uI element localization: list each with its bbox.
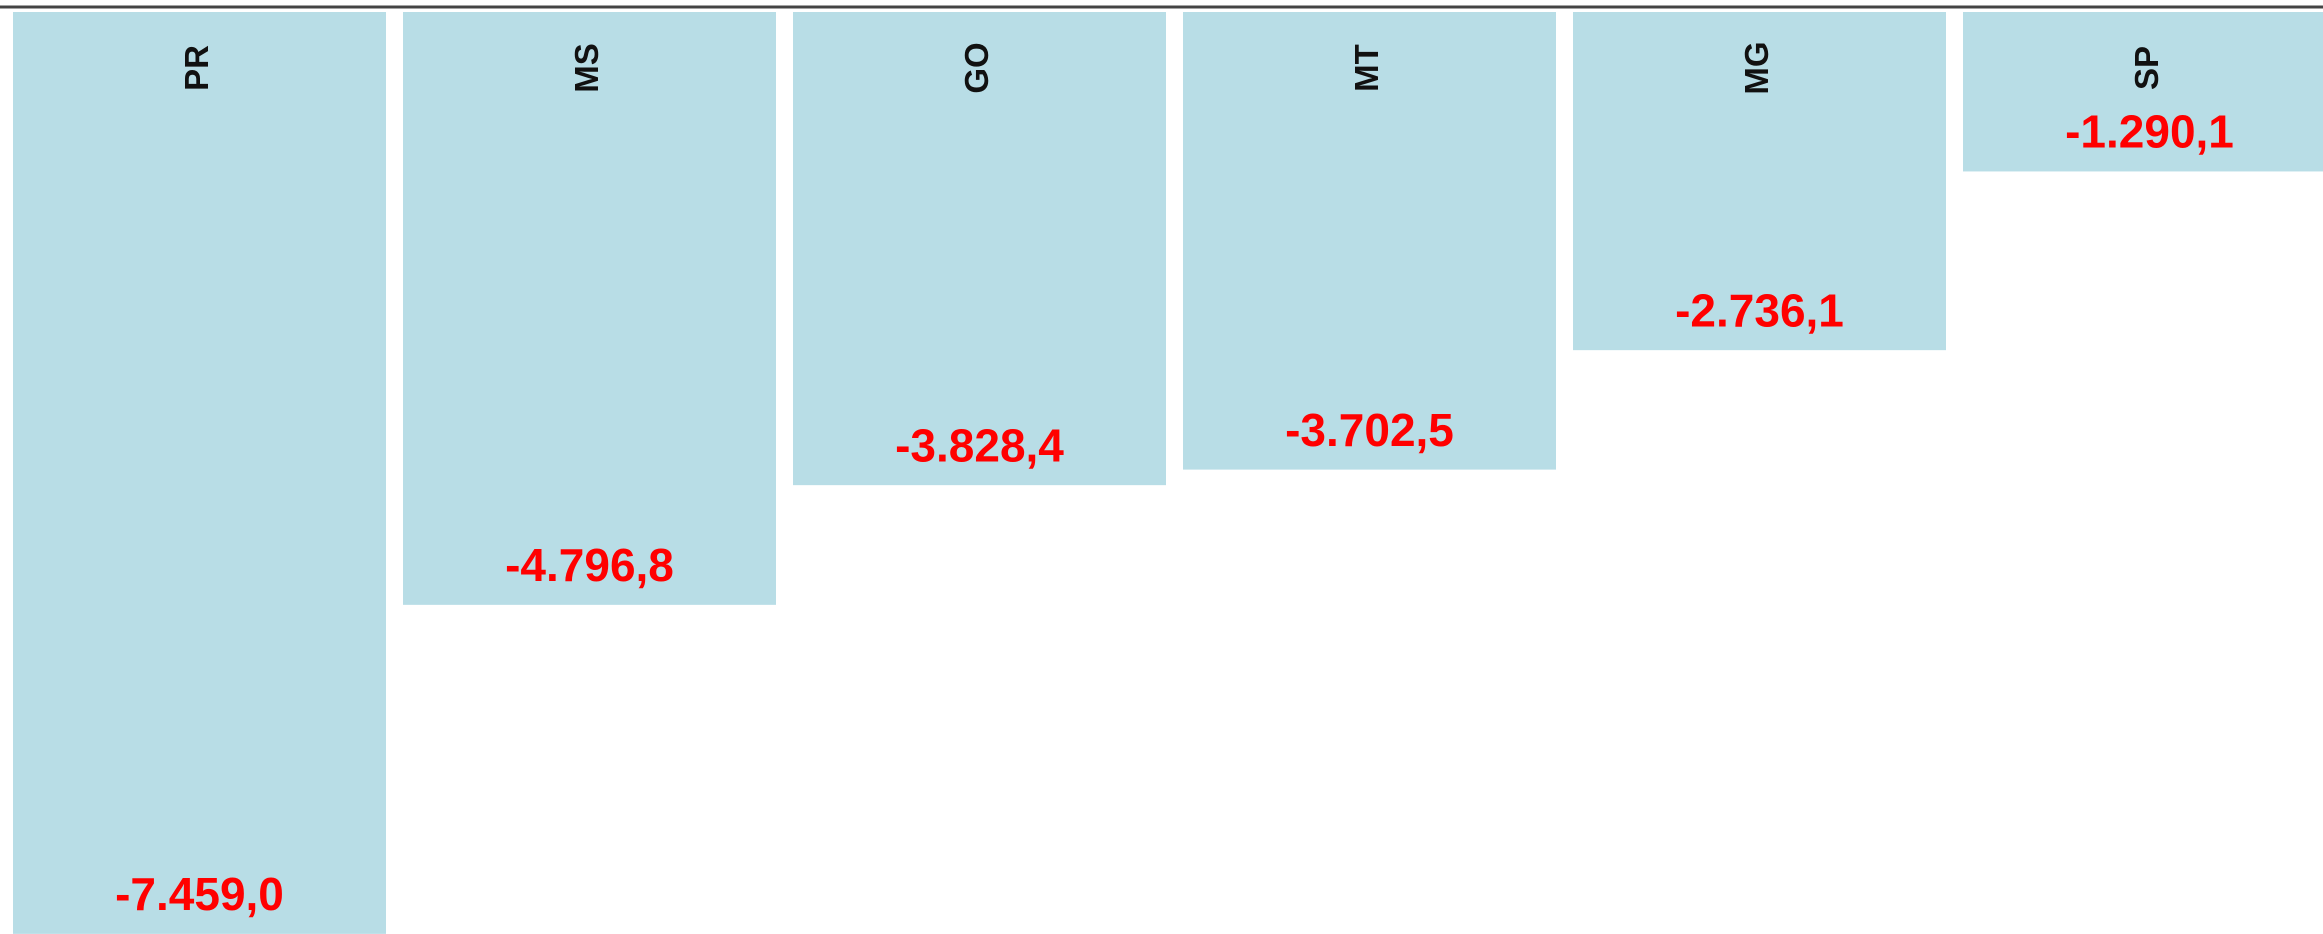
category-label: MS — [568, 43, 605, 93]
bar — [13, 12, 386, 934]
value-label: -1.290,1 — [2065, 106, 2234, 158]
category-label: PR — [178, 45, 215, 91]
bar — [793, 12, 1166, 486]
value-label: -3.828,4 — [895, 419, 1064, 471]
bar — [1963, 12, 2323, 172]
value-label: -3.702,5 — [1285, 404, 1454, 456]
bar — [1573, 12, 1946, 351]
bar — [1183, 12, 1556, 470]
category-label: MG — [1738, 41, 1775, 94]
category-label: GO — [958, 42, 995, 93]
category-label: SP — [2128, 46, 2165, 90]
bar — [403, 12, 776, 605]
value-label: -4.796,8 — [505, 539, 674, 591]
value-label: -2.736,1 — [1675, 284, 1844, 336]
value-label: -7.459,0 — [115, 868, 284, 920]
category-label: MT — [1348, 44, 1385, 92]
